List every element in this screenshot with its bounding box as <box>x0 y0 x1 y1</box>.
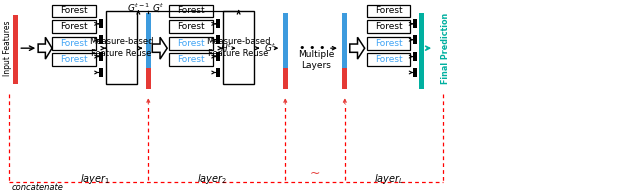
Text: Forest: Forest <box>374 22 403 31</box>
Bar <box>146 13 151 68</box>
Text: Forest: Forest <box>60 6 88 15</box>
Polygon shape <box>152 37 167 59</box>
Bar <box>283 68 288 89</box>
Bar <box>169 20 213 33</box>
Bar <box>52 20 96 33</box>
Text: layer$_1$: layer$_1$ <box>79 172 110 186</box>
Bar <box>99 68 102 77</box>
Bar <box>146 68 151 89</box>
Bar <box>216 35 220 44</box>
Text: Multiple
Layers: Multiple Layers <box>298 50 334 70</box>
Text: Forest: Forest <box>374 6 403 15</box>
Bar <box>99 52 102 61</box>
Text: Forest: Forest <box>374 55 403 64</box>
Text: concatenate: concatenate <box>12 183 63 192</box>
Text: $G^{t-1}$: $G^{t-1}$ <box>127 2 150 14</box>
Polygon shape <box>350 37 365 59</box>
Bar <box>367 37 410 50</box>
Bar <box>223 11 255 84</box>
Bar <box>99 19 102 28</box>
Bar <box>367 53 410 66</box>
Bar <box>283 13 288 68</box>
Bar <box>342 13 348 68</box>
Text: Measure-based
Feature Reuse: Measure-based Feature Reuse <box>206 37 271 58</box>
Text: $G^{t}$: $G^{t}$ <box>152 2 164 14</box>
Text: Forest: Forest <box>177 39 205 48</box>
Bar <box>216 68 220 77</box>
Text: $G^{t}$: $G^{t}$ <box>264 42 276 54</box>
Bar <box>413 52 417 61</box>
Bar <box>216 19 220 28</box>
Bar <box>367 20 410 33</box>
Bar <box>367 4 410 17</box>
Text: Forest: Forest <box>177 55 205 64</box>
Bar <box>413 35 417 44</box>
Bar <box>169 53 213 66</box>
Text: • • •: • • • <box>299 43 325 53</box>
Bar <box>52 53 96 66</box>
Text: Forest: Forest <box>177 22 205 31</box>
Text: Forest: Forest <box>177 6 205 15</box>
Text: ~: ~ <box>310 167 320 180</box>
Bar <box>413 68 417 77</box>
Bar <box>216 52 220 61</box>
Text: Input Features: Input Features <box>3 21 12 76</box>
Bar <box>169 4 213 17</box>
Text: Forest: Forest <box>60 22 88 31</box>
Text: Forest: Forest <box>60 55 88 64</box>
Bar <box>169 37 213 50</box>
Bar <box>52 4 96 17</box>
Bar <box>99 35 102 44</box>
Bar <box>413 19 417 28</box>
Text: layer$_2$: layer$_2$ <box>196 172 227 186</box>
Bar <box>13 15 18 84</box>
Text: Forest: Forest <box>60 39 88 48</box>
Bar <box>419 13 424 89</box>
Bar <box>106 11 138 84</box>
Text: layer$_L$: layer$_L$ <box>374 172 403 186</box>
Text: $H^{t}$: $H^{t}$ <box>220 42 232 54</box>
Text: Measure-based
Feature Reuse: Measure-based Feature Reuse <box>89 37 154 58</box>
Polygon shape <box>38 37 52 59</box>
Bar <box>52 37 96 50</box>
Text: Forest: Forest <box>374 39 403 48</box>
Text: Final Prediction: Final Prediction <box>441 13 450 84</box>
Bar <box>342 68 348 89</box>
